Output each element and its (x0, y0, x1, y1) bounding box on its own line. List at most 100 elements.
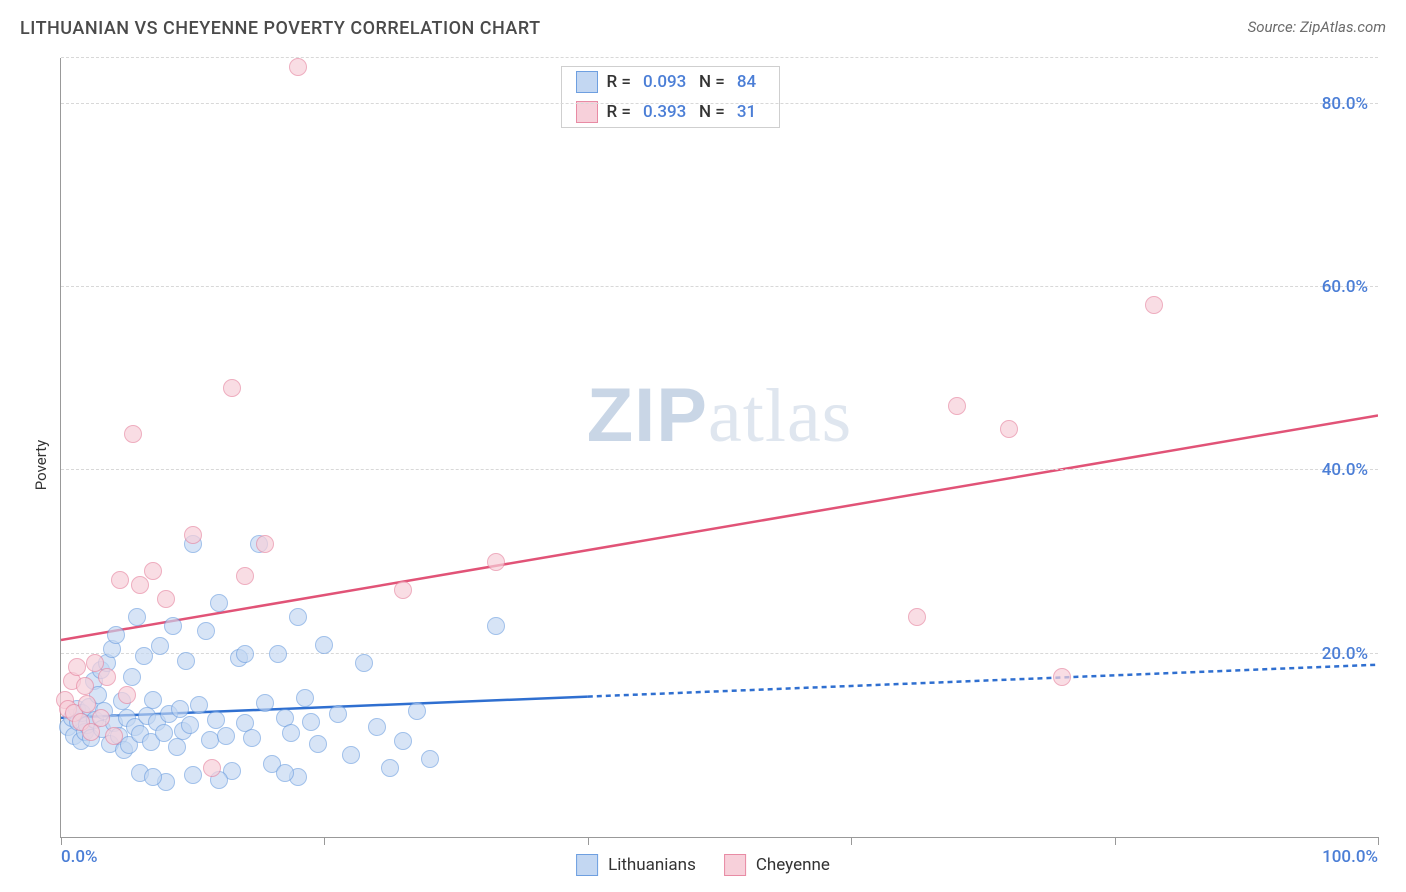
data-point (421, 750, 439, 768)
legend-swatch (724, 854, 746, 876)
data-point (296, 689, 314, 707)
data-point (243, 729, 261, 747)
data-point (168, 738, 186, 756)
data-point (256, 694, 274, 712)
data-point (197, 622, 215, 640)
legend-row: R =0.093N =84 (562, 67, 778, 97)
data-point (76, 677, 94, 695)
data-point (487, 553, 505, 571)
data-point (177, 652, 195, 670)
data-point (111, 571, 129, 589)
data-point (105, 727, 123, 745)
y-tick-label: 60.0% (1322, 277, 1368, 297)
data-point (394, 732, 412, 750)
data-point (223, 379, 241, 397)
data-point (92, 709, 110, 727)
data-point (151, 637, 169, 655)
data-point (207, 711, 225, 729)
data-point (315, 636, 333, 654)
legend-item: Lithuanians (576, 854, 696, 876)
data-point (68, 658, 86, 676)
data-point (1000, 420, 1018, 438)
data-point (203, 759, 221, 777)
data-point (107, 626, 125, 644)
chart-title: LITHUANIAN VS CHEYENNE POVERTY CORRELATI… (20, 18, 541, 39)
data-point (190, 696, 208, 714)
data-point (1145, 296, 1163, 314)
data-point (355, 654, 373, 672)
gridline (61, 57, 1378, 58)
n-label: N = (699, 102, 725, 122)
data-point (155, 724, 173, 742)
data-point (256, 535, 274, 553)
legend-swatch (576, 101, 598, 123)
legend-row: R = 0.393 N = 31 (562, 97, 778, 127)
data-point (408, 702, 426, 720)
y-axis-label: Poverty (32, 440, 50, 490)
data-point (394, 581, 412, 599)
y-tick-label: 80.0% (1322, 94, 1368, 114)
gridline (61, 653, 1378, 654)
x-tick-label: 100.0% (1322, 847, 1378, 867)
trend-lines (61, 58, 1378, 837)
data-point (217, 727, 235, 745)
data-point (171, 700, 189, 718)
n-value: 84 (737, 72, 765, 92)
x-tick (1378, 837, 1379, 845)
data-point (184, 526, 202, 544)
n-label: N = (699, 72, 725, 92)
data-point (157, 590, 175, 608)
data-point (908, 608, 926, 626)
data-point (276, 764, 294, 782)
x-tick (324, 837, 325, 845)
x-tick (851, 837, 852, 845)
legend-swatch (576, 71, 598, 93)
gridline (61, 286, 1378, 287)
data-point (164, 617, 182, 635)
data-point (381, 759, 399, 777)
data-point (289, 58, 307, 76)
gridline (61, 469, 1378, 470)
data-point (144, 562, 162, 580)
data-point (128, 608, 146, 626)
y-tick-label: 20.0% (1322, 644, 1368, 664)
data-point (368, 718, 386, 736)
legend-label: Lithuanians (608, 855, 696, 875)
r-label: R = (606, 102, 631, 122)
data-point (1053, 668, 1071, 686)
data-point (144, 691, 162, 709)
data-point (329, 705, 347, 723)
chart-area: Poverty ZIPatlas R =0.093N =84R =0.393N … (20, 50, 1386, 880)
r-label: R = (606, 72, 631, 92)
plot-region: ZIPatlas R =0.093N =84R =0.393N =31 20.0… (60, 58, 1378, 838)
legend-item: Cheyenne (724, 854, 830, 876)
correlation-legend: R =0.093N =84R =0.393N =31 (561, 66, 779, 128)
data-point (124, 425, 142, 443)
data-point (948, 397, 966, 415)
legend-label: Cheyenne (756, 855, 830, 875)
n-value: 31 (737, 102, 765, 122)
series-legend: Lithuanians Cheyenne (576, 854, 830, 876)
r-value: 0.393 (643, 102, 691, 122)
data-point (118, 686, 136, 704)
data-point (236, 567, 254, 585)
data-point (184, 766, 202, 784)
data-point (236, 645, 254, 663)
chart-header: LITHUANIAN VS CHEYENNE POVERTY CORRELATI… (0, 0, 1406, 47)
data-point (181, 716, 199, 734)
data-point (302, 713, 320, 731)
data-point (309, 735, 327, 753)
source-attribution: Source: ZipAtlas.com (1248, 18, 1386, 36)
data-point (269, 645, 287, 663)
data-point (342, 746, 360, 764)
data-point (98, 668, 116, 686)
data-point (487, 617, 505, 635)
data-point (131, 576, 149, 594)
x-tick (61, 837, 62, 845)
data-point (123, 668, 141, 686)
watermark: ZIPatlas (587, 372, 853, 460)
data-point (210, 594, 228, 612)
data-point (289, 608, 307, 626)
legend-swatch (576, 854, 598, 876)
gridline (61, 103, 1378, 104)
